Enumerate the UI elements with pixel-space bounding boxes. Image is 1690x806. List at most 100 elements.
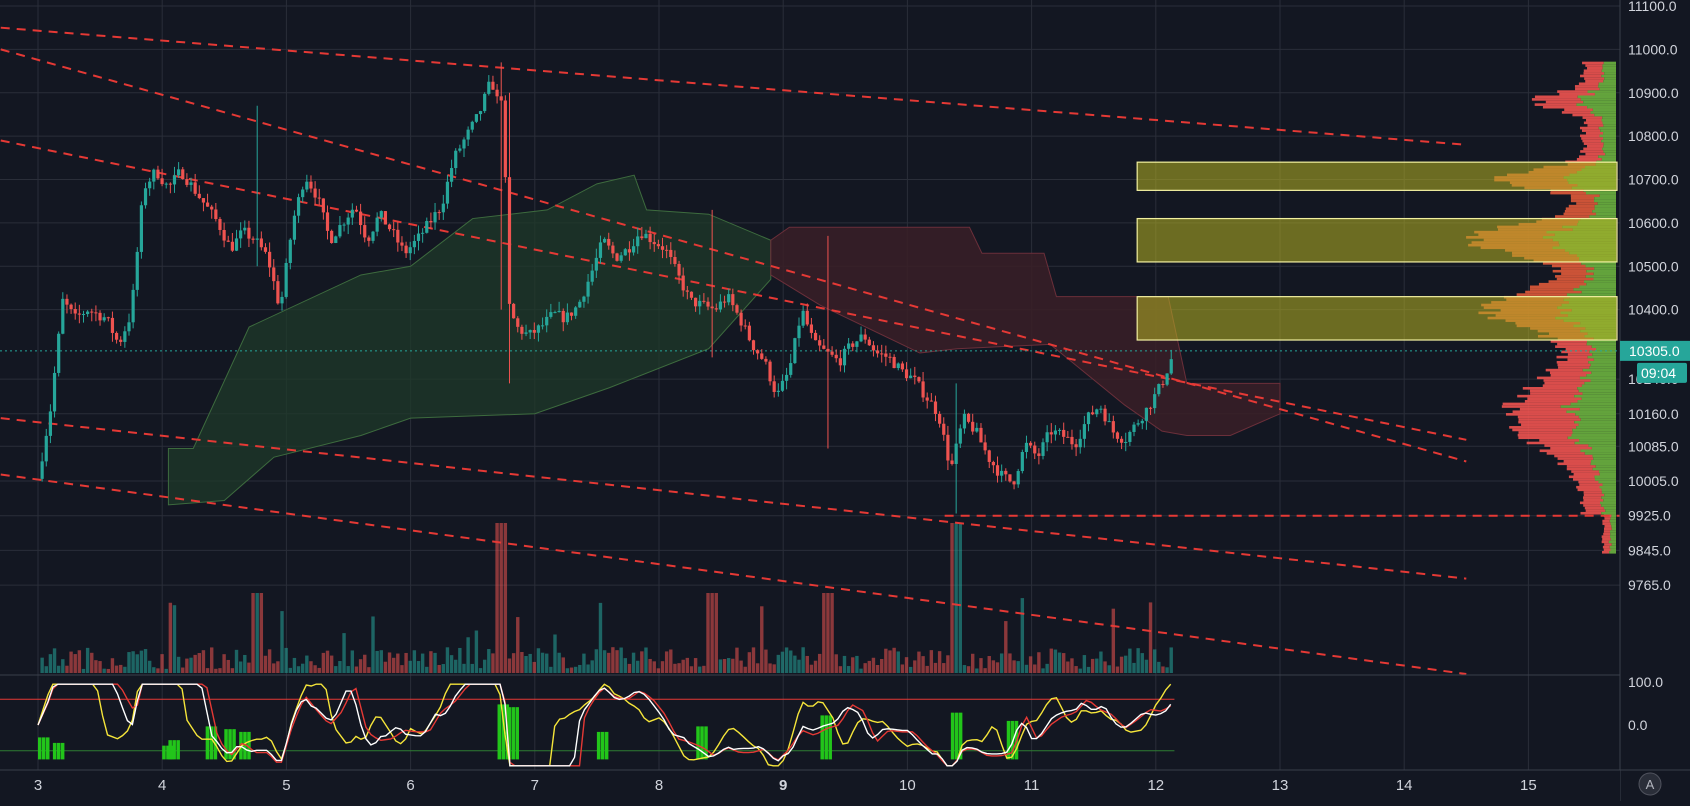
signal-bar	[600, 731, 605, 760]
volume-bar	[937, 651, 942, 673]
volume-bar	[218, 668, 222, 673]
candle-body	[148, 181, 152, 189]
price-tick-label: 10160.0	[1628, 406, 1679, 422]
volume-bar	[851, 657, 855, 673]
volume-profile-buy	[1577, 95, 1616, 99]
trendlines[interactable]	[0, 26, 1620, 676]
candle-body	[243, 227, 247, 231]
candle-body	[933, 401, 938, 414]
candle-body	[673, 257, 677, 264]
volume-bar	[979, 658, 983, 673]
candle-body	[1045, 432, 1049, 443]
volume-profile-buy	[1602, 121, 1616, 125]
candle-body	[114, 332, 119, 340]
volume-bar	[830, 593, 834, 673]
candle-body	[603, 238, 607, 243]
volume-profile-buy	[1591, 371, 1616, 374]
auto-scale-button[interactable]	[1638, 772, 1662, 796]
volume-profile-buy	[1578, 389, 1616, 393]
volume-profile-buy	[1590, 462, 1616, 466]
time-tick-label: 12	[1147, 777, 1164, 794]
candle-body	[239, 230, 243, 239]
volume-profile-buy	[1600, 129, 1616, 132]
candle-body	[904, 369, 909, 379]
candle-body	[855, 341, 859, 347]
volume-profile-buy	[1594, 113, 1616, 117]
price-tick-label: 10600.0	[1628, 215, 1679, 231]
candle-body	[127, 322, 131, 332]
volume-profile-sell	[1587, 144, 1604, 148]
volume-bar	[826, 593, 830, 673]
volume-profile-buy	[1601, 491, 1616, 494]
volume-bar	[160, 654, 164, 673]
volume-bar	[942, 663, 946, 673]
volume-profile-buy	[1586, 342, 1616, 346]
candle-body	[429, 220, 433, 223]
volume-profile-buy	[1603, 150, 1616, 153]
price-tick-label: 9845.0	[1628, 542, 1671, 558]
volume-bar	[1148, 602, 1153, 673]
value-area-zone	[1136, 217, 1618, 263]
volume-bar	[317, 667, 321, 673]
volume-bar	[735, 647, 739, 673]
volume-bar	[449, 655, 454, 673]
candle-body	[354, 209, 359, 212]
trendline	[0, 48, 1467, 463]
volume-profile-sell	[1557, 90, 1588, 93]
candle-body	[888, 356, 892, 358]
volume-profile-buy	[1579, 407, 1616, 411]
candle-body	[466, 129, 470, 140]
trendline	[0, 417, 1467, 580]
volume-profile-buy	[1577, 400, 1616, 403]
candlesticks	[40, 62, 1173, 514]
volume-profile-sell	[1574, 85, 1599, 88]
volume-bar	[1107, 665, 1111, 673]
volume-profile-buy	[1598, 82, 1616, 86]
volume-profile-sell	[1530, 392, 1583, 395]
volume-profile-sell	[1509, 426, 1577, 429]
highlight-zones[interactable]	[1136, 161, 1618, 341]
volume-bar	[536, 648, 541, 673]
volume-profile-buy	[1610, 535, 1616, 538]
volume-profile-buy	[1579, 285, 1616, 289]
volume-bars	[40, 523, 1173, 673]
candle-body	[830, 351, 834, 355]
volume-bar	[412, 650, 417, 673]
volume-bar	[1128, 648, 1132, 673]
volume-bar	[611, 647, 615, 673]
volume-profile-sell	[1572, 113, 1595, 117]
volume-bar	[582, 653, 586, 673]
candle-body	[557, 310, 561, 313]
candle-body	[722, 301, 727, 303]
volume-bar	[875, 664, 880, 673]
candle-body	[880, 353, 884, 355]
volume-bar	[181, 667, 185, 673]
volume-bar	[90, 652, 94, 673]
candle-body	[44, 435, 48, 462]
candle-body	[425, 220, 429, 233]
volume-bar	[94, 660, 98, 673]
volume-bar	[441, 664, 446, 673]
volume-profile-sell	[1578, 82, 1599, 86]
volume-profile-sell	[1583, 121, 1603, 125]
candle-body	[1115, 432, 1120, 439]
volume-profile-buy	[1587, 90, 1616, 93]
signal-bar	[700, 726, 704, 760]
volume-bar	[354, 666, 359, 673]
volume-profile-sell	[1529, 285, 1580, 289]
volume-bar	[660, 661, 665, 673]
candle-body	[631, 246, 636, 253]
signal-bar	[704, 726, 708, 760]
volume-profile-sell	[1568, 475, 1595, 479]
volume-profile-buy	[1591, 345, 1616, 348]
volume-bar	[77, 650, 82, 673]
volume-bar	[1074, 666, 1078, 673]
volume-profile-buy	[1596, 347, 1616, 351]
volume-bar	[176, 656, 181, 673]
candle-body	[284, 262, 288, 297]
volume-bar	[726, 658, 731, 673]
candle-body	[925, 397, 929, 401]
candle-body	[106, 317, 110, 319]
